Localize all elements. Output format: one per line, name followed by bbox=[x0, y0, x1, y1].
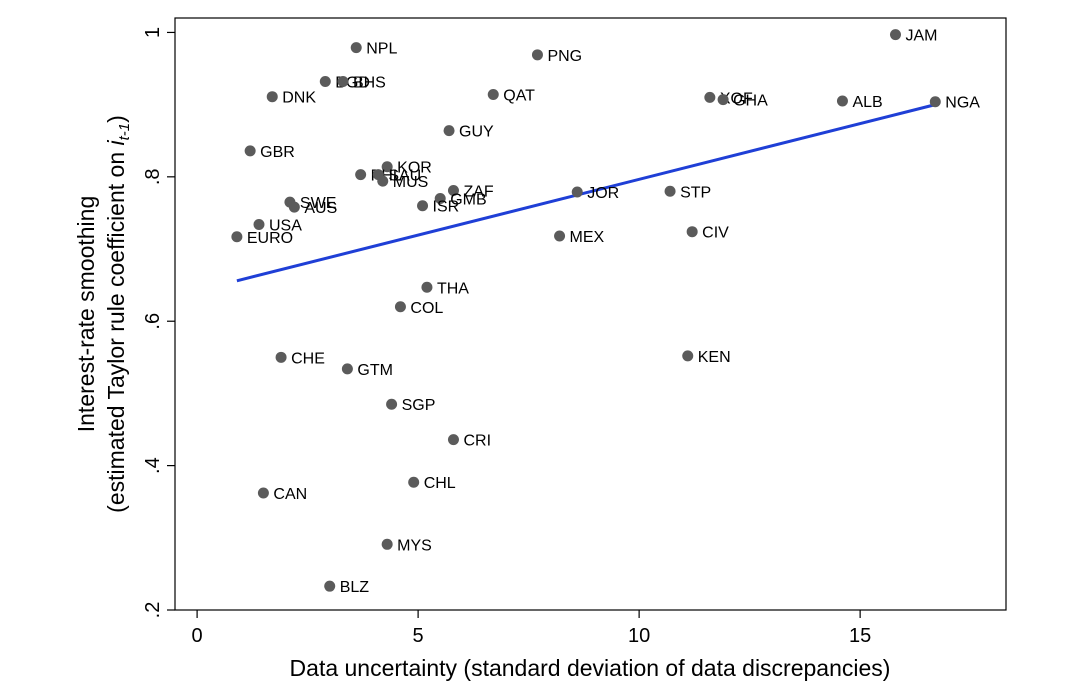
point-label: MUS bbox=[393, 174, 429, 191]
point-label: USA bbox=[269, 217, 302, 234]
point-label: STP bbox=[680, 184, 711, 201]
point-label: GUY bbox=[459, 124, 494, 141]
point-label: THA bbox=[437, 280, 469, 297]
fit-line bbox=[236, 103, 936, 283]
data-point bbox=[341, 363, 353, 375]
y-axis-title-line2: (estimated Taylor rule coefficient on it… bbox=[103, 115, 133, 513]
data-point bbox=[231, 231, 243, 243]
point-label: ALB bbox=[852, 94, 882, 111]
x-tick-label: 0 bbox=[192, 625, 203, 647]
data-point bbox=[394, 301, 406, 313]
y-axis-title-line1: Interest-rate smoothing bbox=[73, 196, 99, 433]
x-axis-title: Data uncertainty (standard deviation of … bbox=[290, 655, 891, 681]
data-point bbox=[257, 487, 269, 499]
data-point bbox=[319, 76, 331, 88]
data-point bbox=[443, 125, 455, 137]
data-point bbox=[571, 186, 583, 198]
y-tick-label: .2 bbox=[142, 602, 164, 619]
y-axis-title-variable: i bbox=[103, 139, 129, 145]
data-point bbox=[337, 76, 349, 88]
point-label: CIV bbox=[702, 225, 729, 242]
data-point bbox=[417, 200, 429, 212]
data-point bbox=[554, 230, 566, 242]
data-point bbox=[355, 169, 367, 181]
data-point bbox=[487, 89, 499, 101]
point-label: MEX bbox=[570, 229, 605, 246]
y-tick-label: .8 bbox=[142, 168, 164, 185]
point-label: BLZ bbox=[340, 579, 370, 596]
x-tick-label: 10 bbox=[628, 625, 650, 647]
data-point bbox=[682, 350, 694, 362]
point-label: NGA bbox=[945, 95, 980, 112]
point-label: ISR bbox=[433, 199, 460, 216]
data-point bbox=[929, 96, 941, 108]
point-label: SGP bbox=[402, 397, 436, 414]
point-label: COL bbox=[410, 300, 443, 317]
point-label: SWE bbox=[300, 195, 336, 212]
point-label: ZAF bbox=[463, 184, 493, 201]
point-label: CHE bbox=[291, 350, 325, 367]
data-point bbox=[447, 185, 459, 197]
point-label: GMB bbox=[450, 191, 486, 208]
point-label: CRI bbox=[463, 433, 491, 450]
point-label: CAN bbox=[273, 486, 307, 503]
point-label: QAT bbox=[503, 88, 535, 105]
data-point bbox=[447, 434, 459, 446]
point-label: JOR bbox=[587, 185, 619, 202]
data-point bbox=[381, 538, 393, 550]
y-tick-label: .6 bbox=[142, 313, 164, 330]
point-label: GHA bbox=[733, 93, 768, 110]
data-point bbox=[664, 185, 676, 197]
data-point bbox=[889, 29, 901, 41]
data-point bbox=[717, 94, 729, 106]
data-point bbox=[686, 226, 698, 238]
point-label: NPL bbox=[366, 41, 397, 58]
y-tick-label: 1 bbox=[142, 27, 164, 38]
data-point bbox=[704, 91, 716, 103]
data-point bbox=[531, 49, 543, 61]
data-point bbox=[266, 91, 278, 103]
x-tick-label: 5 bbox=[413, 625, 424, 647]
x-tick-label: 15 bbox=[849, 625, 871, 647]
data-point bbox=[350, 42, 362, 54]
data-point bbox=[386, 398, 398, 410]
data-point bbox=[421, 281, 433, 293]
point-label: EURO bbox=[247, 230, 293, 247]
data-point bbox=[377, 175, 389, 187]
data-point bbox=[253, 218, 265, 230]
plot-area bbox=[174, 17, 1007, 611]
point-label: CHL bbox=[424, 475, 456, 492]
data-point bbox=[381, 161, 393, 173]
point-label: GBR bbox=[260, 144, 295, 161]
y-axis: .2 .4 .6 .8 1 bbox=[142, 27, 175, 618]
y-axis-title-subscript: t-1 bbox=[116, 123, 133, 141]
point-label: AUS bbox=[304, 200, 337, 217]
data-point bbox=[275, 351, 287, 363]
data-point bbox=[288, 201, 300, 213]
point-label: JAM bbox=[905, 28, 937, 45]
data-point bbox=[408, 476, 420, 488]
point-label: BHS bbox=[353, 75, 386, 92]
point-label: GTM bbox=[357, 362, 393, 379]
point-label: DNK bbox=[282, 90, 316, 107]
point-label: PNG bbox=[547, 48, 582, 65]
y-axis-title-suffix: ) bbox=[103, 115, 129, 123]
y-axis-title-prefix: (estimated Taylor rule coefficient on bbox=[103, 145, 129, 512]
point-label: XOF bbox=[720, 90, 753, 107]
x-axis: 0 5 10 15 bbox=[192, 610, 871, 647]
point-label: KEN bbox=[698, 349, 731, 366]
data-point bbox=[836, 95, 848, 107]
point-label: SAU bbox=[388, 168, 421, 185]
y-tick-label: .4 bbox=[142, 457, 164, 474]
data-point bbox=[324, 580, 336, 592]
data-point bbox=[434, 192, 446, 204]
point-label: MYS bbox=[397, 537, 432, 554]
data-point bbox=[244, 145, 256, 157]
point-label: KOR bbox=[397, 160, 432, 177]
